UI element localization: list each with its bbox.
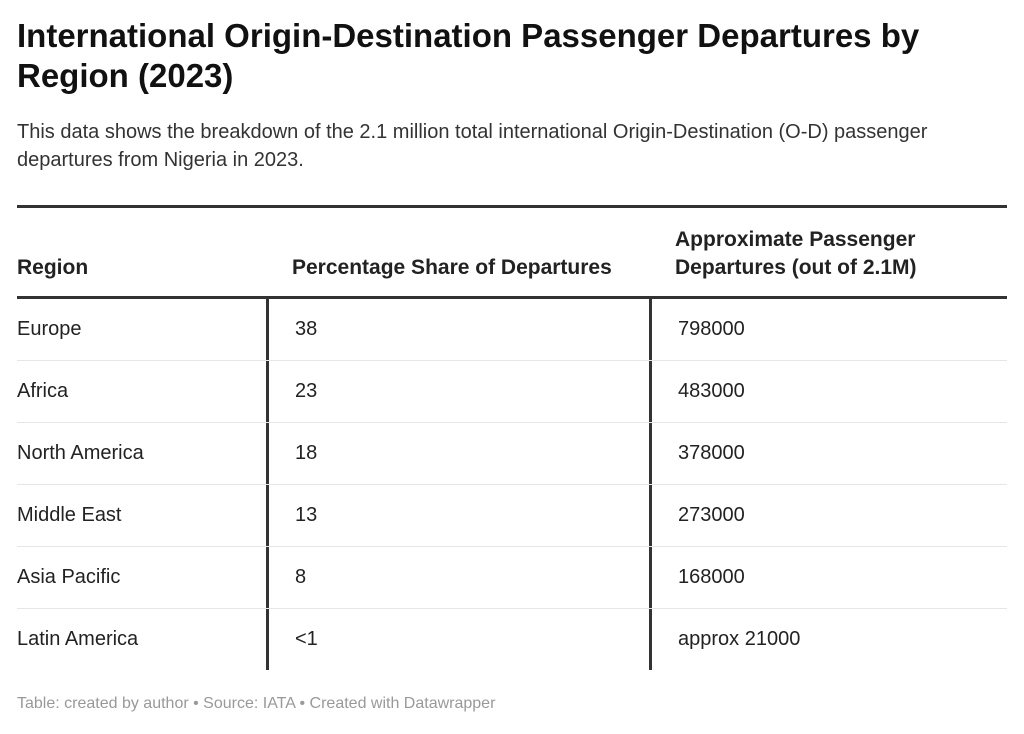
table-row: Africa 23 483000	[17, 361, 1007, 423]
region-cell: Asia Pacific	[17, 566, 121, 588]
departures-cell: 168000	[649, 547, 1007, 608]
region-cell: Africa	[17, 380, 69, 402]
percentage-cell: 13	[266, 485, 649, 546]
table-row: Latin America <1 approx 21000	[17, 609, 1007, 670]
departures-cell: 378000	[649, 423, 1007, 484]
percentage-cell: 8	[266, 547, 649, 608]
chart-subtitle: This data shows the breakdown of the 2.1…	[17, 121, 928, 171]
table-row: North America 18 378000	[17, 423, 1007, 485]
percentage-cell: 23	[266, 361, 649, 422]
chart-footer: Table: created by author • Source: IATA …	[17, 695, 496, 712]
percentage-cell: 38	[266, 299, 649, 360]
table-row: Europe 38 798000	[17, 299, 1007, 361]
column-header-departures[interactable]: Approximate Passenger Departures (out of…	[675, 228, 917, 279]
chart-title: International Origin-Destination Passeng…	[17, 17, 920, 94]
percentage-cell: 18	[266, 423, 649, 484]
percentage-cell: <1	[266, 609, 649, 670]
departures-cell: 798000	[649, 299, 1007, 360]
table-header: Region Percentage Share of Departures Ap…	[17, 205, 1007, 299]
region-cell: Latin America	[17, 628, 139, 650]
data-table: Region Percentage Share of Departures Ap…	[17, 205, 1007, 670]
departures-cell: approx 21000	[649, 609, 1007, 670]
departures-cell: 273000	[649, 485, 1007, 546]
departures-cell: 483000	[649, 361, 1007, 422]
table-row: Asia Pacific 8 168000	[17, 547, 1007, 609]
region-cell: Europe	[17, 318, 82, 340]
table-row: Middle East 13 273000	[17, 485, 1007, 547]
table-body: Europe 38 798000 Africa 23 483000 North Americ…	[17, 299, 1007, 670]
region-cell: Middle East	[17, 504, 122, 526]
column-header-percentage[interactable]: Percentage Share of Departures	[292, 256, 612, 279]
column-header-region[interactable]: Region	[17, 256, 89, 279]
region-cell: North America	[17, 442, 144, 464]
